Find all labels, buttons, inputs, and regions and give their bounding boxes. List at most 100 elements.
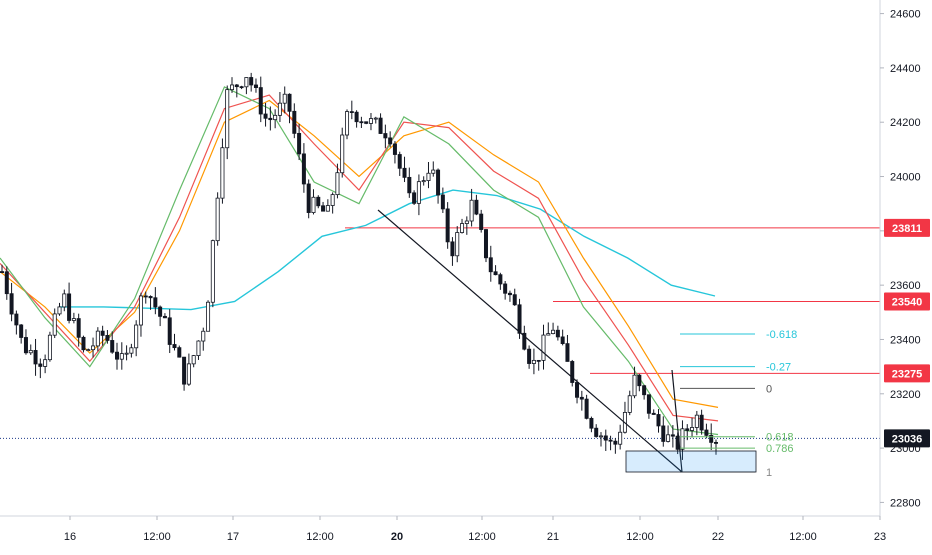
candlestick[interactable] [239, 85, 244, 90]
candlestick[interactable] [699, 409, 704, 435]
candlestick[interactable] [469, 188, 474, 227]
candlestick[interactable] [148, 295, 153, 310]
candlestick[interactable] [38, 358, 43, 379]
candlestick[interactable] [234, 84, 239, 98]
candlestick[interactable] [584, 394, 589, 420]
candlestick[interactable] [642, 384, 647, 400]
candlestick[interactable] [536, 359, 541, 371]
candlestick[interactable] [412, 190, 417, 205]
candlestick[interactable] [172, 333, 177, 351]
candlestick[interactable] [364, 121, 369, 125]
moving-average-line[interactable] [0, 99, 719, 408]
candlestick[interactable] [656, 409, 661, 433]
candlestick[interactable] [158, 305, 163, 327]
candlestick[interactable] [368, 112, 373, 131]
candlestick[interactable] [287, 93, 292, 124]
candlestick[interactable] [325, 199, 330, 212]
candlestick[interactable] [306, 179, 311, 219]
candlestick[interactable] [153, 287, 158, 315]
candlestick[interactable] [445, 202, 450, 249]
candlestick[interactable] [9, 282, 14, 322]
candlestick[interactable] [460, 218, 465, 234]
candlestick[interactable] [570, 359, 575, 387]
candlestick[interactable] [177, 345, 182, 358]
candlestick[interactable] [474, 194, 479, 216]
candlestick[interactable] [210, 239, 215, 308]
candlestick[interactable] [589, 416, 594, 433]
candlestick[interactable] [575, 379, 580, 404]
candlestick[interactable] [455, 226, 460, 263]
candlestick[interactable] [694, 410, 699, 436]
candlestick[interactable] [632, 366, 637, 399]
candlestick[interactable] [359, 116, 364, 128]
candlestick[interactable] [330, 192, 335, 214]
candlestick[interactable] [162, 313, 167, 319]
moving-average-line[interactable] [60, 189, 716, 311]
candlestick[interactable] [402, 156, 407, 183]
candlestick[interactable] [67, 282, 72, 324]
candlestick[interactable] [277, 92, 282, 123]
candlestick[interactable] [14, 310, 19, 335]
candlestick[interactable] [47, 331, 52, 362]
candlestick[interactable] [33, 338, 38, 376]
moving-average-line[interactable] [0, 94, 719, 422]
candlestick[interactable] [100, 325, 105, 346]
candlestick[interactable] [704, 423, 709, 439]
candlestick[interactable] [661, 416, 666, 447]
candlestick[interactable] [512, 288, 517, 306]
candlestick[interactable] [483, 228, 488, 263]
candlestick[interactable] [4, 266, 9, 300]
candlestick[interactable] [627, 390, 632, 416]
candlestick[interactable] [206, 300, 211, 332]
candlestick[interactable] [527, 345, 532, 369]
candlestick[interactable] [622, 401, 627, 434]
candlestick[interactable] [603, 429, 608, 452]
candlestick[interactable] [182, 356, 187, 391]
candlestick[interactable] [421, 176, 426, 186]
candlestick[interactable] [134, 320, 139, 357]
candlestick[interactable] [62, 289, 67, 312]
candlestick[interactable] [95, 327, 100, 352]
candlestick[interactable] [431, 161, 436, 177]
candlestick[interactable] [28, 344, 33, 355]
candlestick[interactable] [105, 330, 110, 344]
candlestick[interactable] [579, 390, 584, 411]
candlestick[interactable] [646, 394, 651, 419]
candlestick[interactable] [191, 354, 196, 368]
candlestick[interactable] [119, 342, 124, 370]
candlestick[interactable] [666, 425, 671, 443]
candlestick[interactable] [565, 334, 570, 362]
candlestick[interactable] [407, 167, 412, 198]
candlestick[interactable] [282, 86, 287, 114]
candlestick[interactable] [316, 195, 321, 209]
candlestick[interactable] [335, 163, 340, 199]
candlestick[interactable] [196, 340, 201, 360]
candlestick[interactable] [311, 189, 316, 215]
candlestick[interactable] [594, 424, 599, 438]
candlestick[interactable] [383, 124, 388, 149]
candlestick[interactable] [81, 335, 86, 353]
candlestick[interactable] [546, 322, 551, 336]
candlestick[interactable] [503, 280, 508, 300]
candlestick[interactable] [416, 174, 421, 216]
candlestick[interactable] [680, 420, 685, 460]
candlestick[interactable] [349, 100, 354, 120]
candlestick[interactable] [714, 439, 719, 455]
candlestick[interactable] [215, 192, 220, 246]
candlestick[interactable] [373, 116, 378, 124]
candlestick[interactable] [498, 272, 503, 290]
candlestick[interactable] [637, 373, 642, 392]
candlestick[interactable] [340, 127, 345, 178]
candlestick[interactable] [560, 329, 565, 346]
candlestick[interactable] [551, 322, 556, 335]
candlestick[interactable] [493, 265, 498, 276]
candlestick[interactable] [129, 343, 134, 358]
candlestick[interactable] [531, 348, 536, 375]
candlestick[interactable] [388, 131, 393, 148]
candlestick[interactable] [608, 435, 613, 451]
candlestick[interactable] [397, 151, 402, 176]
candlestick[interactable] [392, 141, 397, 164]
